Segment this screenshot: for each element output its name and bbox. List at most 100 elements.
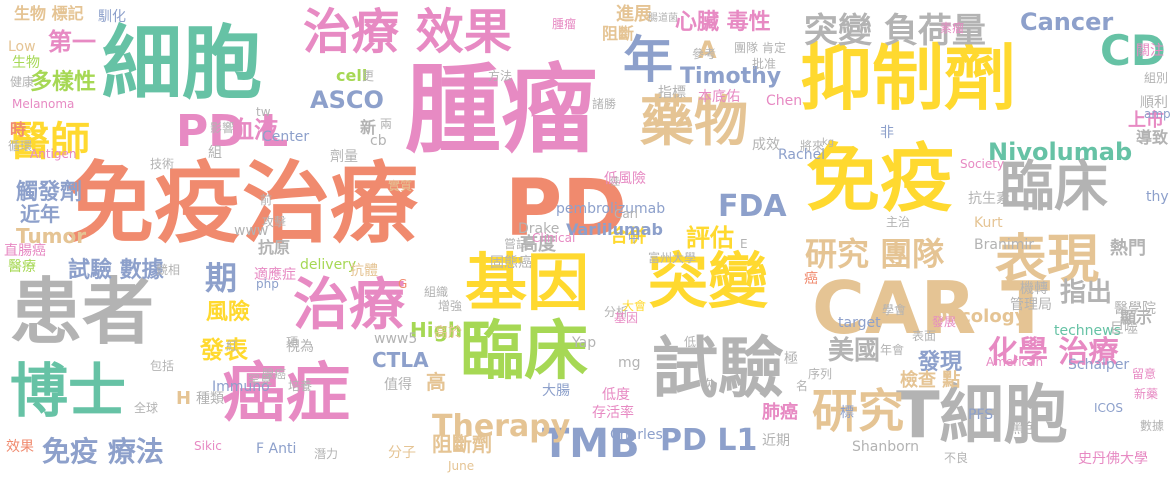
word: 關注: [1136, 44, 1164, 58]
word: 標: [840, 406, 854, 420]
word: 中: [628, 232, 640, 244]
word: 項: [286, 336, 298, 348]
word: Center: [262, 130, 309, 144]
word: 潛力: [314, 448, 338, 460]
word: 醫療: [8, 260, 36, 274]
word: 種類: [196, 392, 224, 406]
word: 風險: [206, 302, 250, 324]
word: Chen: [766, 94, 802, 108]
word: 表面: [912, 330, 936, 342]
word: 患者: [10, 276, 154, 348]
word: 更: [362, 70, 374, 82]
word: 史丹佛大學: [1078, 452, 1148, 466]
word: 近期: [762, 434, 790, 448]
word: 近年: [20, 204, 60, 224]
word: ICOS: [1094, 402, 1123, 414]
word: 時: [10, 122, 26, 138]
word: 多樣性: [30, 72, 96, 94]
word: 指標: [658, 86, 686, 100]
word: 佳: [610, 178, 620, 188]
word: 發展: [932, 316, 956, 328]
word: Kurt: [974, 216, 1003, 230]
word: 生物: [12, 56, 40, 70]
word: 指出: [1060, 280, 1112, 306]
word: 評估: [686, 226, 734, 250]
word: 試驗: [652, 336, 784, 402]
word: 將來: [800, 140, 824, 152]
word: 黑色: [1010, 422, 1038, 436]
word: 健康: [10, 76, 34, 88]
word: Branimir: [974, 238, 1034, 252]
word: 直腸癌: [4, 244, 46, 258]
word: 基因: [614, 312, 638, 324]
word: 治療: [293, 278, 405, 334]
word: 心臟 毒性: [675, 12, 771, 34]
word: 兩: [380, 118, 392, 130]
word: Antigen: [30, 148, 76, 160]
word: 高: [426, 372, 446, 392]
word: 腺癌: [262, 368, 286, 380]
word: 參考: [692, 48, 716, 60]
word: 紅: [226, 340, 238, 352]
word: 極: [784, 352, 798, 366]
word: 數據: [1140, 420, 1164, 432]
word: PD L1: [660, 426, 757, 456]
word: 抗體: [350, 264, 378, 278]
word: 美國: [828, 338, 880, 364]
word: 肯定: [762, 42, 786, 54]
word: 低: [684, 336, 696, 348]
word: 實質: [388, 180, 412, 192]
word: mg: [618, 356, 641, 370]
word: 腫瘤: [552, 18, 576, 30]
word: 不良: [944, 452, 968, 464]
word: 阻斷劑: [432, 434, 492, 454]
word: 博士: [10, 362, 126, 420]
word: 劑量: [330, 150, 358, 164]
word: 增強: [438, 300, 462, 312]
word: 免疫: [806, 142, 954, 216]
word: 嘗試: [504, 238, 528, 250]
word: 影響: [210, 122, 234, 134]
word: 治療 效果: [303, 8, 512, 56]
word: FDA: [718, 192, 787, 222]
word: G: [398, 278, 407, 290]
word: 大腸: [542, 384, 570, 398]
word: 方法: [488, 70, 512, 82]
word: 阻斷: [602, 26, 634, 42]
word: 觸發劑: [16, 182, 82, 204]
word: 主治: [886, 216, 910, 228]
word: 包括: [150, 360, 174, 372]
word: 非: [880, 126, 894, 140]
word: 分子: [388, 446, 416, 460]
word: 發表: [200, 338, 248, 362]
word: 團隊: [734, 42, 758, 54]
word: 臨床: [1000, 160, 1108, 214]
word: Yap: [572, 336, 596, 350]
word: Cancer: [1020, 10, 1113, 34]
word: 肺癌: [762, 404, 798, 422]
word: Shanborn: [852, 440, 919, 454]
word: php: [256, 278, 279, 290]
word: 免疫 療法: [42, 438, 164, 466]
word: 進展: [616, 6, 652, 24]
word: 批准: [752, 58, 776, 70]
word: 富州大學: [648, 252, 696, 264]
word: 腸道菌: [648, 14, 678, 24]
word: 醫學院: [1114, 302, 1156, 316]
word: Society: [960, 158, 1004, 170]
word: 序列: [808, 368, 832, 380]
word: 馴化: [98, 10, 126, 24]
word: cb: [370, 134, 387, 148]
word: PFS: [968, 408, 993, 422]
word: 期: [205, 262, 237, 294]
word: 抗生素: [968, 192, 1010, 206]
word: delivery: [300, 258, 356, 272]
word: 細胞: [102, 24, 262, 104]
word: 素瘤: [940, 22, 964, 34]
word: American: [986, 356, 1043, 368]
word: 培養: [288, 380, 312, 392]
word: thy: [1146, 190, 1169, 204]
word: Varlilumab: [566, 222, 663, 238]
word: June: [448, 460, 474, 472]
